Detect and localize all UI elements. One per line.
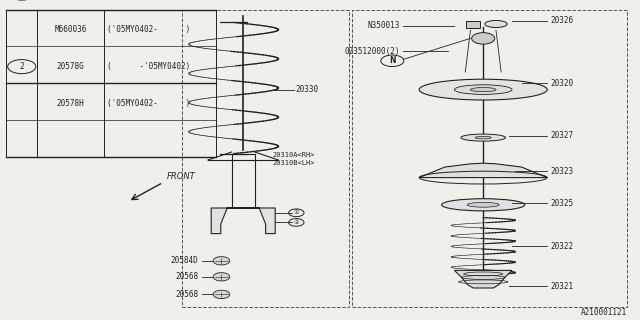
Text: 20325: 20325	[550, 199, 573, 208]
Text: 20310B<LH>: 20310B<LH>	[273, 160, 315, 166]
Text: 023512000(2): 023512000(2)	[344, 47, 400, 56]
FancyBboxPatch shape	[466, 21, 480, 28]
Text: 20322: 20322	[550, 242, 573, 251]
Ellipse shape	[485, 20, 508, 28]
Text: N350013: N350013	[367, 21, 400, 30]
Polygon shape	[419, 163, 547, 178]
Text: 20568: 20568	[175, 272, 198, 281]
Text: ①: ①	[294, 210, 299, 215]
Text: N: N	[389, 56, 396, 65]
Text: 20326: 20326	[550, 16, 573, 25]
Text: A210001121: A210001121	[581, 308, 627, 317]
Ellipse shape	[461, 134, 506, 141]
Ellipse shape	[454, 85, 512, 94]
Text: 20584D: 20584D	[171, 256, 198, 265]
Circle shape	[213, 290, 230, 299]
Text: 20578G: 20578G	[57, 62, 84, 71]
Polygon shape	[454, 270, 512, 288]
Text: 20323: 20323	[550, 167, 573, 176]
Text: ②: ②	[294, 220, 299, 225]
Polygon shape	[211, 208, 275, 234]
Ellipse shape	[475, 136, 492, 139]
Ellipse shape	[442, 199, 525, 211]
Circle shape	[472, 33, 495, 44]
Circle shape	[213, 257, 230, 265]
Ellipse shape	[467, 203, 499, 207]
Text: 20568: 20568	[175, 290, 198, 299]
Text: ('05MY0402-      ): ('05MY0402- )	[107, 99, 190, 108]
Text: 20321: 20321	[550, 282, 573, 291]
Text: (      -'05MY0402): ( -'05MY0402)	[107, 62, 190, 71]
Text: 20320: 20320	[550, 79, 573, 88]
Ellipse shape	[419, 79, 547, 100]
Text: 20327: 20327	[550, 132, 573, 140]
Circle shape	[213, 273, 230, 281]
Text: ('05MY0402-      ): ('05MY0402- )	[107, 25, 190, 34]
Text: 20310A<RH>: 20310A<RH>	[273, 152, 315, 158]
Ellipse shape	[470, 87, 496, 92]
Text: 20578H: 20578H	[57, 99, 84, 108]
Text: M660036: M660036	[54, 25, 87, 34]
Text: 2: 2	[19, 62, 24, 71]
Text: 20330: 20330	[296, 85, 319, 94]
Text: FRONT: FRONT	[166, 172, 195, 181]
